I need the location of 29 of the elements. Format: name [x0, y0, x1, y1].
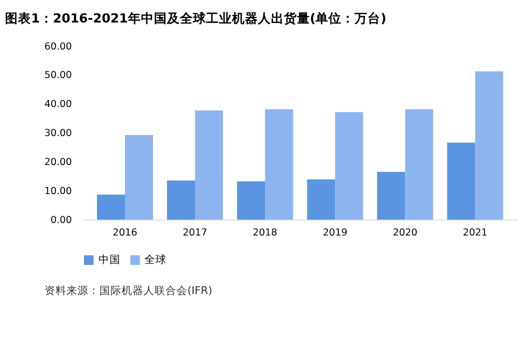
chart-title: 图表1：2016-2021年中国及全球工业机器人出货量(单位：万台): [5, 10, 386, 26]
bar: [167, 180, 196, 220]
bar: [377, 172, 406, 220]
bar: [307, 179, 336, 220]
legend-label: 全球: [144, 252, 167, 266]
bar: [335, 112, 364, 220]
x-tick-label: 2016: [112, 227, 138, 238]
y-tick-label: 30.00: [44, 128, 72, 140]
x-tick-label: 2019: [322, 227, 348, 238]
x-tick-label: 2017: [182, 227, 208, 238]
bar: [237, 181, 266, 220]
bar: [447, 142, 476, 220]
y-tick-label: 50.00: [44, 70, 72, 82]
y-tick-label: 0.00: [50, 214, 72, 226]
x-tick-label: 2021: [462, 227, 488, 238]
bar: [96, 194, 125, 220]
y-tick-label: 60.00: [44, 41, 72, 52]
x-tick-label: 2020: [392, 227, 418, 238]
text: 资料来源：国际机器人联合会(IFR): [44, 284, 212, 297]
y-tick-label: 20.00: [44, 157, 72, 168]
x-tick-label: 2018: [252, 227, 278, 238]
bar: [265, 109, 294, 220]
y-tick-label: 40.00: [44, 99, 72, 110]
legend-label: 中国: [98, 252, 120, 266]
y-tick-label: 10.00: [44, 186, 72, 198]
bar: [405, 109, 434, 220]
bar: [125, 135, 154, 220]
bar: [195, 110, 224, 220]
bar: [475, 71, 504, 220]
